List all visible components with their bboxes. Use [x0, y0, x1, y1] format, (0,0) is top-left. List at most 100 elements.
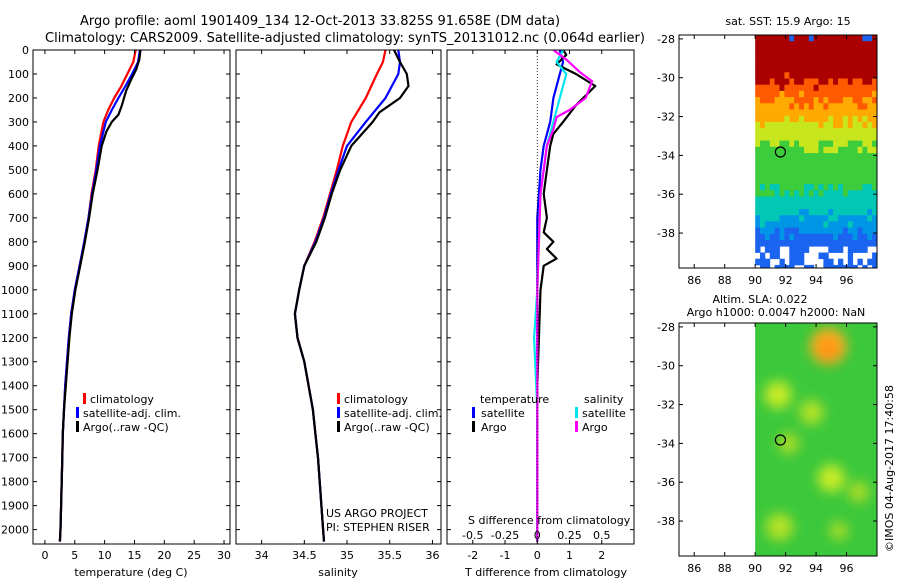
map-lat-tick-label: -36: [657, 188, 675, 201]
sst-cell: [833, 146, 839, 154]
sst-cell: [760, 215, 766, 222]
sst-cell: [818, 165, 824, 173]
sst-cell: [784, 153, 790, 160]
sst-cell: [803, 78, 810, 86]
sst-cell: [808, 78, 815, 86]
sst-cell: [760, 97, 766, 104]
sst-cell: [799, 90, 805, 98]
sst-cell: [847, 53, 854, 61]
sst-cell: [813, 146, 819, 154]
sst-cell: [877, 60, 882, 67]
sst-cell: [808, 53, 815, 61]
sst-cell: [789, 190, 795, 197]
sst-cell: [764, 66, 771, 73]
sst-cell: [760, 134, 766, 141]
sst-cell: [764, 153, 771, 160]
sst-cell: [823, 153, 829, 160]
sst-cell: [794, 140, 800, 148]
sla-map-title-2: Argo h1000: 0.0047 h2000: NaN: [687, 306, 866, 319]
sst-cell: [803, 165, 810, 173]
sst-cell: [789, 66, 795, 73]
sst-cell: [779, 41, 785, 48]
sst-cell: [794, 240, 800, 247]
sst-cell: [769, 165, 776, 173]
sst-cell: [760, 153, 766, 160]
sst-cell: [852, 47, 858, 54]
sst-cell: [760, 66, 766, 73]
sst-cell: [823, 221, 829, 228]
sst-cell: [852, 177, 858, 185]
sst-cell: [760, 78, 766, 86]
sst-cell: [794, 84, 800, 92]
sst-cell: [794, 146, 800, 154]
map-lon-tick-label: 94: [809, 274, 823, 287]
sst-cell: [784, 59, 790, 67]
sst-cell: [760, 258, 766, 266]
sst-cell: [818, 202, 824, 210]
sst-cell: [852, 264, 858, 268]
sst-cell: [852, 246, 858, 253]
sst-cell: [842, 233, 849, 241]
sst-cell: [833, 177, 839, 185]
sst-cell: [755, 97, 761, 104]
sst-cell: [764, 103, 771, 110]
sst-cell: [852, 240, 858, 247]
sst-cell: [828, 221, 834, 228]
sst-cell: [833, 227, 839, 235]
sla-map-panel: Altim. SLA: 0.022 Argo h1000: 0.0047 h20…: [657, 293, 878, 575]
sst-cell: [769, 209, 776, 216]
sst-cell: [813, 153, 819, 160]
sst-cell: [799, 59, 805, 67]
sst-cell: [760, 53, 766, 61]
sst-cell: [818, 240, 824, 247]
sst-cell: [794, 221, 800, 228]
sst-cell: [808, 159, 815, 166]
sst-cell: [828, 153, 834, 160]
sst-cell: [794, 97, 800, 104]
depth-tick-label: 1900: [1, 500, 29, 513]
sst-cell: [803, 97, 810, 104]
sst-cell: [779, 140, 785, 148]
sst-cell: [823, 122, 829, 129]
temperature-tick-label: 20: [157, 549, 171, 562]
sst-cell: [823, 159, 829, 166]
sst-cell: [779, 47, 785, 54]
sst-cell: [760, 109, 766, 117]
sst-cell: [755, 202, 761, 210]
legend-label-climatology: climatology: [90, 393, 154, 406]
sst-cell: [833, 215, 839, 222]
sst-cell: [799, 246, 805, 253]
sst-cell: [769, 72, 776, 79]
sst-cell: [847, 264, 854, 268]
sst-cell: [862, 146, 868, 154]
sst-cell: [803, 66, 810, 73]
sst-cell: [803, 246, 810, 253]
legend-label-t-argo: Argo: [481, 421, 507, 434]
sst-cell: [823, 227, 829, 235]
sst-cell: [813, 140, 819, 148]
sst-cell: [852, 202, 858, 210]
sst-cell: [872, 134, 877, 141]
sst-cell: [774, 202, 780, 210]
sst-cell: [803, 159, 810, 166]
sst-cell: [867, 59, 873, 67]
sst-cell: [818, 66, 824, 73]
temperature-legend: climatology satellite-adj. clim. Argo(..…: [76, 393, 181, 434]
sst-cell: [789, 202, 795, 210]
sst-cell: [877, 147, 882, 154]
sst-cell: [872, 209, 877, 216]
sst-cell: [838, 233, 844, 241]
sst-cell: [823, 41, 829, 48]
sst-cell: [828, 246, 834, 253]
sst-cell: [867, 84, 873, 92]
sst-cell: [877, 116, 882, 123]
sst-cell: [828, 72, 834, 79]
sst-cell: [764, 159, 771, 166]
sst-cell: [755, 140, 761, 148]
sst-cell: [764, 221, 771, 228]
sst-cell: [877, 103, 882, 110]
sst-cell: [852, 66, 858, 73]
sst-cell: [838, 35, 844, 42]
sst-cell: [833, 41, 839, 48]
sst-cell: [833, 140, 839, 148]
